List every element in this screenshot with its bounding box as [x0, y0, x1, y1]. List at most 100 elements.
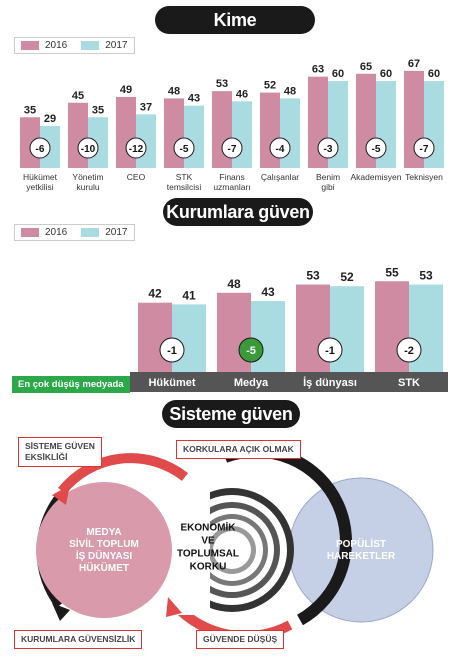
change-badge — [317, 337, 343, 363]
value-label-2017: 35 — [92, 104, 104, 116]
value-label-2016: 52 — [264, 80, 276, 92]
section-title-system: Sisteme güven — [162, 400, 300, 428]
legend-swatch-2017 — [81, 41, 100, 50]
legend-label-2016: 2016 — [45, 227, 68, 238]
change-badge — [413, 137, 435, 159]
category-label: Çalışanlar — [261, 172, 299, 182]
change-badge — [396, 337, 422, 363]
category-label: Teknisyen — [405, 172, 443, 182]
category-label: yetkilisi — [26, 182, 54, 192]
legend-swatch-2016 — [21, 41, 39, 50]
change-label: -5 — [372, 144, 381, 155]
leftCircleText-line: HÜKÜMET — [79, 561, 129, 574]
centerText-line: KORKU — [190, 562, 227, 573]
change-label: -1 — [167, 345, 177, 357]
category-label: kurulu — [76, 182, 99, 192]
value-label-2017: 37 — [140, 101, 152, 113]
change-label: -6 — [36, 144, 45, 155]
populist-circle — [288, 477, 434, 623]
bar-2016 — [138, 302, 172, 372]
change-label: -7 — [420, 144, 429, 155]
change-badge — [221, 137, 243, 159]
change-label: -4 — [276, 144, 285, 155]
label-institution-distrust: KURUMLARA GÜVENSİZLİK — [14, 630, 143, 649]
change-badge — [269, 137, 291, 159]
label-distrust-gap: SİSTEME GÜVEN EKSİKLİĞİ — [18, 437, 102, 467]
change-badge — [238, 337, 264, 363]
change-label: -2 — [404, 345, 414, 357]
category-label: Finans — [219, 172, 245, 182]
value-label-2016: 65 — [360, 61, 372, 73]
legend-label-2017: 2017 — [105, 40, 128, 51]
rightCircleText-line: HAREKETLER — [327, 551, 396, 562]
bar-2016 — [68, 102, 88, 168]
arrow-bottom — [166, 597, 182, 617]
value-label-2016: 55 — [385, 265, 399, 279]
legend-people: 2016 2017 — [14, 37, 135, 54]
left-ring-red — [58, 453, 189, 495]
category-label: Akademisyen — [350, 172, 401, 182]
category-label: Yönetim — [72, 172, 103, 182]
value-label-2016: 53 — [216, 78, 228, 90]
category-label: uzmanları — [213, 182, 250, 192]
value-label-2017: 43 — [261, 285, 275, 299]
value-label-2016: 67 — [408, 58, 420, 70]
leftCircleText-line: SİVİL TOPLUM — [69, 537, 139, 550]
leftCircleText-line: MEDYA — [86, 527, 121, 538]
category-label: Benim — [316, 172, 340, 182]
legend-swatch-2016 — [21, 228, 39, 237]
arrow-left-bottom — [52, 603, 70, 621]
rightCircleText-line: POPÜLİST — [336, 537, 386, 550]
value-label-2016: 35 — [24, 104, 36, 116]
change-label: -3 — [324, 144, 333, 155]
change-label: -1 — [325, 345, 335, 357]
change-badge — [317, 137, 339, 159]
category-label: temsilcisi — [167, 182, 202, 192]
value-label-2017: 41 — [182, 288, 196, 302]
centerText: EKONOMİK VE TOPLUMSAL KORKU — [177, 521, 239, 573]
institutions-circle — [36, 482, 172, 618]
legend-label-2016: 2016 — [45, 40, 68, 51]
legend-institutions: 2016 2017 — [14, 224, 135, 241]
category-label: İş dünyası — [303, 376, 357, 389]
value-label-2016: 53 — [306, 269, 320, 283]
category-label: gibi — [321, 182, 334, 192]
legend-swatch-2017 — [81, 228, 100, 237]
change-badge — [29, 137, 51, 159]
arrow-left-top — [52, 485, 70, 505]
category-label: Hükümet — [148, 377, 195, 389]
change-badge — [159, 337, 185, 363]
value-label-2016: 42 — [148, 287, 162, 301]
value-label-2017: 53 — [419, 269, 433, 283]
change-badge — [365, 137, 387, 159]
change-label: -12 — [129, 144, 144, 155]
value-label-2017: 60 — [428, 68, 440, 80]
change-label: -5 — [180, 144, 189, 155]
change-label: -10 — [81, 144, 96, 155]
value-label-2017: 52 — [340, 270, 354, 284]
rightCircleText: POPÜLİST HAREKETLER — [327, 537, 396, 562]
label-trust-decline: GÜVENDE DÜŞÜŞ — [196, 630, 285, 649]
category-label: CEO — [127, 172, 146, 182]
change-label: -5 — [246, 345, 256, 357]
change-badge — [173, 137, 195, 159]
legend-label-2017: 2017 — [105, 227, 128, 238]
change-badge — [77, 137, 99, 159]
centerText-line: EKONOMİK — [181, 521, 237, 534]
leftCircleText-line: İŞ DÜNYASI — [76, 549, 133, 562]
chart-institutions: 42 41 -1 Hükümet 48 43 -5 Medya 53 52 -1 İş dünyası… — [130, 265, 448, 392]
centerText-line: TOPLUMSAL — [177, 549, 239, 560]
value-label-2016: 49 — [120, 84, 132, 96]
value-label-2016: 63 — [312, 64, 324, 76]
value-label-2017: 46 — [236, 88, 248, 100]
bar-2017 — [184, 105, 204, 168]
centerText-line: VE — [201, 536, 215, 547]
value-label-2017: 60 — [332, 68, 344, 80]
label-open-to-fear: KORKULARA AÇIK OLMAK — [176, 440, 301, 459]
category-label: Medya — [234, 377, 269, 389]
value-label-2017: 29 — [44, 113, 56, 125]
category-strip — [130, 372, 448, 392]
value-label-2017: 48 — [284, 85, 296, 97]
change-badge — [125, 137, 147, 159]
